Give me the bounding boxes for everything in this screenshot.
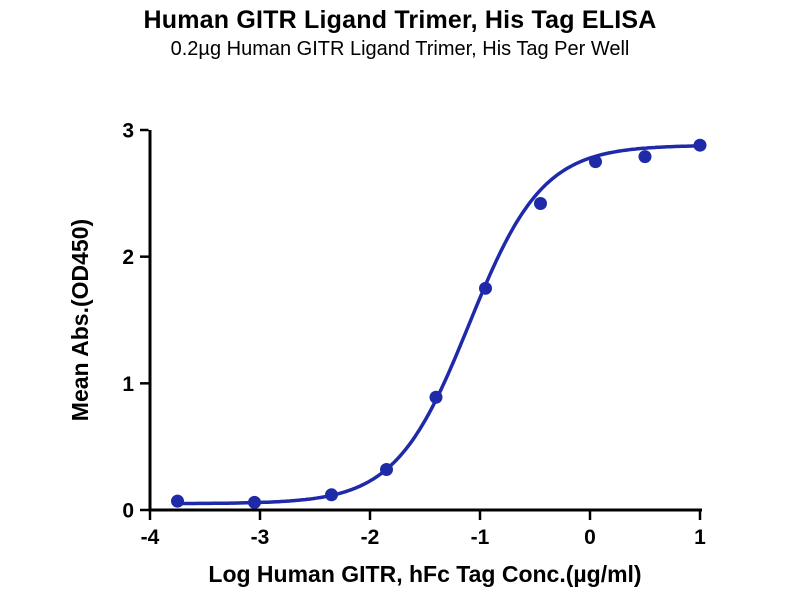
data-point (325, 488, 338, 502)
data-point (638, 150, 652, 164)
x-tick-label: -4 (141, 526, 160, 549)
chart-subtitle: 0.2µg Human GITR Ligand Trimer, His Tag … (170, 38, 630, 60)
x-tick-label: -3 (251, 526, 270, 549)
y-tick-label: 2 (122, 246, 134, 269)
fit-curve (175, 144, 701, 506)
x-tick-label: -2 (361, 526, 380, 549)
data-point (693, 138, 707, 152)
y-axis-label: Mean Abs.(OD450) (67, 219, 93, 421)
data-point (380, 462, 393, 476)
y-tick-label: 3 (122, 120, 134, 143)
x-tick-label: -1 (471, 526, 490, 549)
x-tick-label: 1 (694, 526, 706, 549)
x-tick-label: 0 (584, 526, 596, 549)
data-point (589, 155, 602, 169)
data-point (248, 495, 261, 509)
chart-title: Human GITR Ligand Trimer, His Tag ELISA (143, 6, 657, 34)
data-point (534, 196, 547, 210)
x-axis-label: Log Human GITR, hFc Tag Conc.(µg/ml) (208, 561, 641, 587)
data-point (171, 494, 184, 508)
y-tick-label: 1 (122, 373, 134, 396)
data-point (429, 390, 443, 404)
y-tick-label: 0 (122, 500, 134, 523)
data-point (479, 281, 492, 295)
